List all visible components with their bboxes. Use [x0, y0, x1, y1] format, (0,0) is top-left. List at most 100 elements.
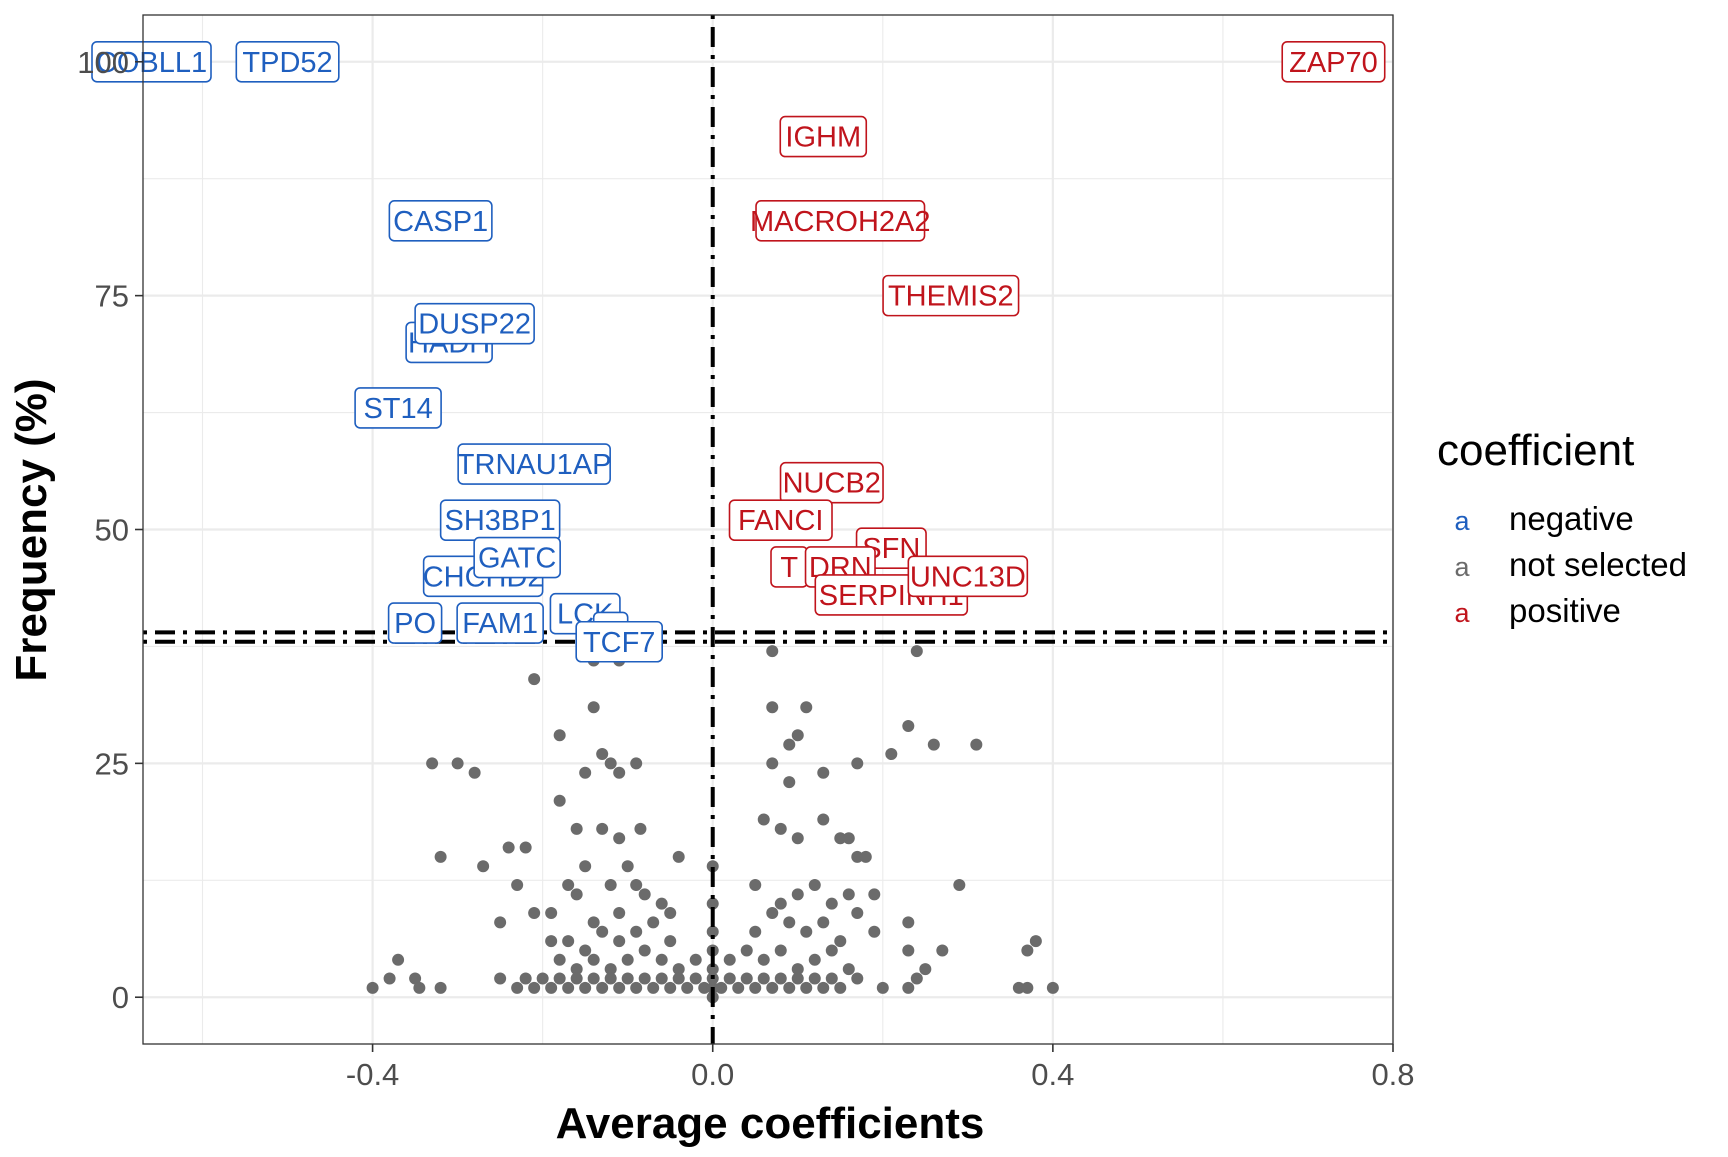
y-tick-label: 75 — [95, 279, 129, 314]
label-text: COBLL1 — [96, 47, 207, 79]
x-axis-title: Average coefficients — [556, 1099, 985, 1148]
data-point-not-selected — [545, 981, 558, 994]
data-point-not-selected — [451, 757, 464, 770]
data-point-not-selected — [664, 907, 677, 920]
label-box — [414, 302, 535, 345]
data-point-not-selected — [511, 878, 524, 891]
data-point-not-selected — [902, 981, 915, 994]
data-point-not-selected — [749, 981, 762, 994]
data-point-not-selected — [774, 897, 787, 910]
data-point-not-selected — [842, 832, 855, 845]
data-point-not-selected — [366, 981, 379, 994]
data-point-not-selected — [834, 935, 847, 948]
data-point-not-selected — [851, 907, 864, 920]
legend-key: a — [1454, 598, 1470, 628]
label-text: DUSP22 — [418, 309, 531, 341]
data-point-not-selected — [613, 832, 626, 845]
label-box — [907, 555, 1029, 598]
point-label-negative: TCF7 — [575, 620, 663, 663]
label-box — [354, 387, 442, 429]
y-axis-title: Frequency (%) — [7, 378, 56, 681]
point-label-positive: IGHM — [779, 115, 868, 158]
data-point-not-selected — [630, 757, 643, 770]
point-labels: COBLL1TPD52CASP1HADHDUSP22ST14TRNAU1APSH… — [91, 40, 1386, 663]
data-point-not-selected — [834, 832, 847, 845]
data-point-not-selected — [579, 944, 592, 957]
legend-label: not selected — [1509, 546, 1687, 583]
data-point-not-selected — [587, 701, 600, 714]
data-point-not-selected — [409, 972, 422, 985]
data-point-not-selected — [647, 981, 660, 994]
data-point-not-selected — [774, 944, 787, 957]
data-point-not-selected — [859, 850, 872, 863]
point-label-positive: MACROH2A2 — [750, 200, 931, 242]
label-box — [456, 602, 544, 644]
data-point-not-selected — [681, 981, 694, 994]
data-point-not-selected — [672, 850, 685, 863]
data-point-not-selected — [655, 953, 668, 966]
data-point-not-selected — [689, 972, 702, 985]
data-point-not-selected — [519, 841, 532, 854]
data-point-not-selected — [621, 953, 634, 966]
y-tick-label: 50 — [95, 513, 129, 548]
data-point-not-selected — [570, 888, 583, 901]
label-text: FAM1 — [462, 608, 538, 640]
data-point-not-selected — [596, 981, 609, 994]
data-point-not-selected — [638, 972, 651, 985]
data-point-not-selected — [613, 935, 626, 948]
label-box — [779, 115, 868, 158]
data-point-not-selected — [927, 738, 940, 751]
label-text: MACROH2A2 — [750, 206, 931, 238]
data-point-not-selected — [851, 972, 864, 985]
data-point-not-selected — [477, 860, 490, 873]
label-box — [235, 40, 340, 83]
data-point-not-selected — [528, 673, 541, 686]
label-box — [882, 274, 1020, 317]
data-point-not-selected — [749, 925, 762, 938]
legend-entries: a negative a not selected a positive — [1454, 500, 1686, 629]
data-point-not-selected — [740, 944, 753, 957]
data-point-not-selected — [791, 832, 804, 845]
data-point-not-selected — [723, 953, 736, 966]
data-point-not-selected — [817, 813, 830, 826]
data-point-not-selected — [783, 776, 796, 789]
point-label-positive: T — [770, 546, 809, 588]
label-text: SH3BP1 — [445, 505, 556, 537]
data-point-not-selected — [766, 701, 779, 714]
label-box — [755, 200, 926, 242]
data-point-not-selected — [876, 981, 889, 994]
data-point-not-selected — [630, 981, 643, 994]
data-point-not-selected — [413, 981, 426, 994]
legend-item: a positive — [1454, 592, 1620, 629]
label-text: FANCI — [738, 505, 823, 537]
data-point-not-selected — [562, 878, 575, 891]
data-point-not-selected — [817, 916, 830, 929]
data-point-not-selected — [553, 794, 566, 807]
label-text: PO — [394, 608, 436, 640]
data-point-not-selected — [757, 813, 770, 826]
data-point-not-selected — [825, 897, 838, 910]
data-point-not-selected — [621, 860, 634, 873]
data-point-not-selected — [664, 981, 677, 994]
data-point-not-selected — [434, 981, 447, 994]
label-text: ST14 — [363, 393, 432, 425]
point-label-positive: FANCI — [728, 499, 833, 541]
point-label-positive: UNC13D — [907, 555, 1029, 598]
data-point-not-selected — [783, 916, 796, 929]
data-point-not-selected — [970, 738, 983, 751]
data-point-not-selected — [553, 972, 566, 985]
label-text: THEMIS2 — [888, 281, 1014, 313]
data-point-not-selected — [698, 981, 711, 994]
data-point-not-selected — [638, 888, 651, 901]
data-point-not-selected — [528, 981, 541, 994]
data-point-not-selected — [553, 729, 566, 742]
point-label-negative: TPD52 — [235, 40, 340, 83]
data-point-not-selected — [621, 972, 634, 985]
data-point-not-selected — [655, 972, 668, 985]
data-point-not-selected — [706, 897, 719, 910]
point-label-negative: TRNAU1AP — [457, 443, 612, 485]
data-point-not-selected — [791, 972, 804, 985]
data-point-not-selected — [766, 981, 779, 994]
label-text: CASP1 — [393, 206, 488, 238]
